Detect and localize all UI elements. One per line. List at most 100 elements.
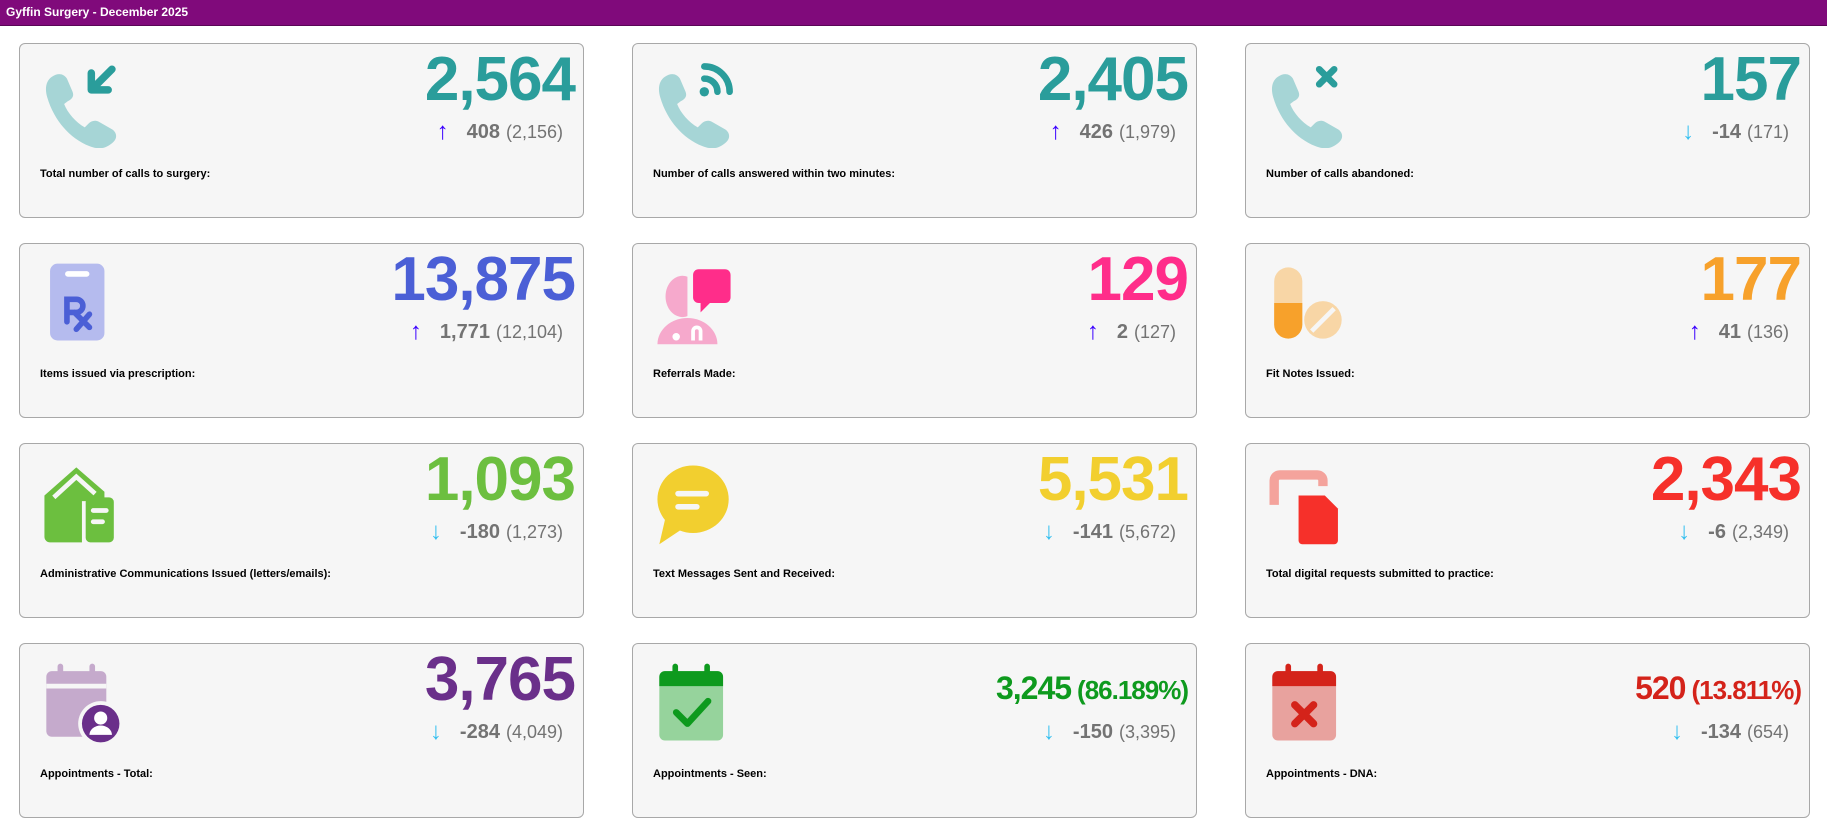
doctor-chat-icon [649,258,739,348]
kpi-percent: (13.811%) [1691,675,1802,705]
kpi-value: 157 [1700,44,1802,116]
kpi-change-value: -150 [1072,720,1113,743]
dashboard-header: Gyffin Surgery - December 2025 [0,0,1827,26]
kpi-value: 3,245 (86.189%) [995,666,1189,712]
calendar-x-icon [1262,658,1352,748]
kpi-current-value: 157 [1700,45,1802,114]
kpi-change: ↓ -134 (654) [1671,718,1789,746]
kpi-change: ↓ -141 (5,672) [1043,518,1176,546]
arrow-down-icon: ↓ [1042,518,1055,545]
kpi-change-value: 2 [1116,320,1128,343]
kpi-card-appointments-seen: 3,245 (86.189%) ↓ -150 (3,395) Appointmen… [632,643,1197,818]
phone-answered-icon [649,58,739,149]
kpi-value: 3,765 [424,644,576,716]
kpi-current-value: 2,343 [1650,445,1802,514]
kpi-value: 5,531 [1037,444,1189,516]
kpi-change-value: -14 [1712,120,1741,143]
kpi-previous-value: (127) [1133,321,1176,342]
kpi-card-digital-requests: 2,343 ↓ -6 (2,349) Total digital request… [1245,443,1810,618]
kpi-card-calls-answered: 2,405 ↑ 426 (1,979) Number of calls answ… [632,43,1197,218]
kpi-previous-value: (171) [1746,121,1789,142]
kpi-value: 129 [1087,244,1189,316]
kpi-label: Total digital requests submitted to prac… [1266,568,1494,580]
kpi-card-text-messages: 5,531 ↓ -141 (5,672) Text Messages Sent … [632,443,1197,618]
kpi-change: ↑ 1,771 (12,104) [410,318,563,346]
kpi-grid: 2,564 ↑ 408 (2,156) Total number of call… [19,43,1810,818]
kpi-card-appointments-total: 3,765 ↓ -284 (4,049) Appointments - Tota… [19,643,584,818]
arrow-down-icon: ↓ [1042,718,1055,745]
kpi-previous-value: (136) [1746,321,1789,342]
arrow-up-icon: ↑ [436,118,449,145]
digital-request-icon [1262,458,1352,548]
kpi-percent: (86.189%) [1077,675,1189,705]
kpi-change: ↑ 408 (2,156) [437,118,563,146]
kpi-current-value: 129 [1087,245,1189,314]
kpi-previous-value: (2,156) [505,121,563,142]
kpi-label: Total number of calls to surgery: [40,168,211,180]
kpi-value: 177 [1700,244,1802,316]
kpi-change-value: 41 [1718,320,1741,343]
arrow-up-icon: ↑ [1086,318,1099,345]
kpi-current-value: 2,564 [424,45,576,114]
kpi-card-referrals: 129 ↑ 2 (127) Referrals Made: [632,243,1197,418]
kpi-current-value: 5,531 [1037,445,1189,514]
arrow-down-icon: ↓ [1678,518,1691,545]
kpi-change-value: -134 [1700,720,1741,743]
kpi-previous-value: (1,273) [505,521,563,542]
calendar-user-icon [36,658,126,748]
kpi-current-value: 520 [1635,670,1686,706]
arrow-down-icon: ↓ [1682,118,1695,145]
kpi-change-value: 408 [466,120,500,143]
kpi-previous-value: (2,349) [1731,521,1789,542]
mail-house-icon [36,458,126,548]
kpi-label: Appointments - Total: [40,768,153,780]
kpi-change-value: -180 [459,520,500,543]
prescription-icon [36,258,126,348]
kpi-change-value: 1,771 [439,320,490,343]
kpi-change: ↓ -180 (1,273) [430,518,563,546]
kpi-card-total-calls: 2,564 ↑ 408 (2,156) Total number of call… [19,43,584,218]
kpi-change-value: -6 [1708,520,1726,543]
kpi-label: Items issued via prescription: [40,368,196,380]
kpi-label: Number of calls answered within two minu… [653,168,896,180]
kpi-previous-value: (4,049) [505,721,563,742]
kpi-card-fit-notes: 177 ↑ 41 (136) Fit Notes Issued: [1245,243,1810,418]
kpi-change-value: -284 [459,720,500,743]
kpi-change: ↓ -6 (2,349) [1678,518,1789,546]
arrow-up-icon: ↑ [1688,318,1701,345]
kpi-label: Number of calls abandoned: [1266,168,1414,180]
calendar-check-icon [649,658,739,748]
phone-missed-icon [1262,58,1352,149]
kpi-value: 13,875 [391,244,576,316]
kpi-value: 1,093 [424,444,576,516]
kpi-change-value: -141 [1072,520,1113,543]
kpi-value: 2,343 [1650,444,1802,516]
kpi-change: ↑ 2 (127) [1087,318,1176,346]
kpi-change: ↑ 41 (136) [1689,318,1789,346]
kpi-card-calls-abandoned: 157 ↓ -14 (171) Number of calls abandone… [1245,43,1810,218]
kpi-current-value: 3,245 [995,670,1072,706]
kpi-label: Referrals Made: [653,368,736,380]
kpi-change-value: 426 [1079,120,1113,143]
arrow-up-icon: ↑ [409,318,422,345]
kpi-value: 520 (13.811%) [1635,666,1802,712]
kpi-change: ↓ -150 (3,395) [1043,718,1176,746]
kpi-previous-value: (3,395) [1118,721,1176,742]
kpi-value: 2,405 [1038,44,1189,116]
kpi-label: Appointments - Seen: [653,768,767,780]
arrow-up-icon: ↑ [1049,118,1062,145]
kpi-current-value: 1,093 [424,445,576,514]
arrow-down-icon: ↓ [1670,718,1683,745]
kpi-change: ↓ -14 (171) [1682,118,1789,146]
kpi-label: Administrative Communications Issued (le… [40,568,331,580]
phone-incoming-icon [36,58,126,149]
arrow-down-icon: ↓ [429,718,442,745]
kpi-current-value: 3,765 [424,645,576,714]
kpi-previous-value: (5,672) [1118,521,1176,542]
kpi-previous-value: (12,104) [495,321,563,342]
kpi-change: ↓ -284 (4,049) [430,718,563,746]
kpi-value: 2,564 [424,44,576,116]
kpi-current-value: 177 [1700,245,1802,314]
kpi-card-prescription-items: 13,875 ↑ 1,771 (12,104) Items issued via… [19,243,584,418]
kpi-label: Fit Notes Issued: [1266,368,1355,380]
